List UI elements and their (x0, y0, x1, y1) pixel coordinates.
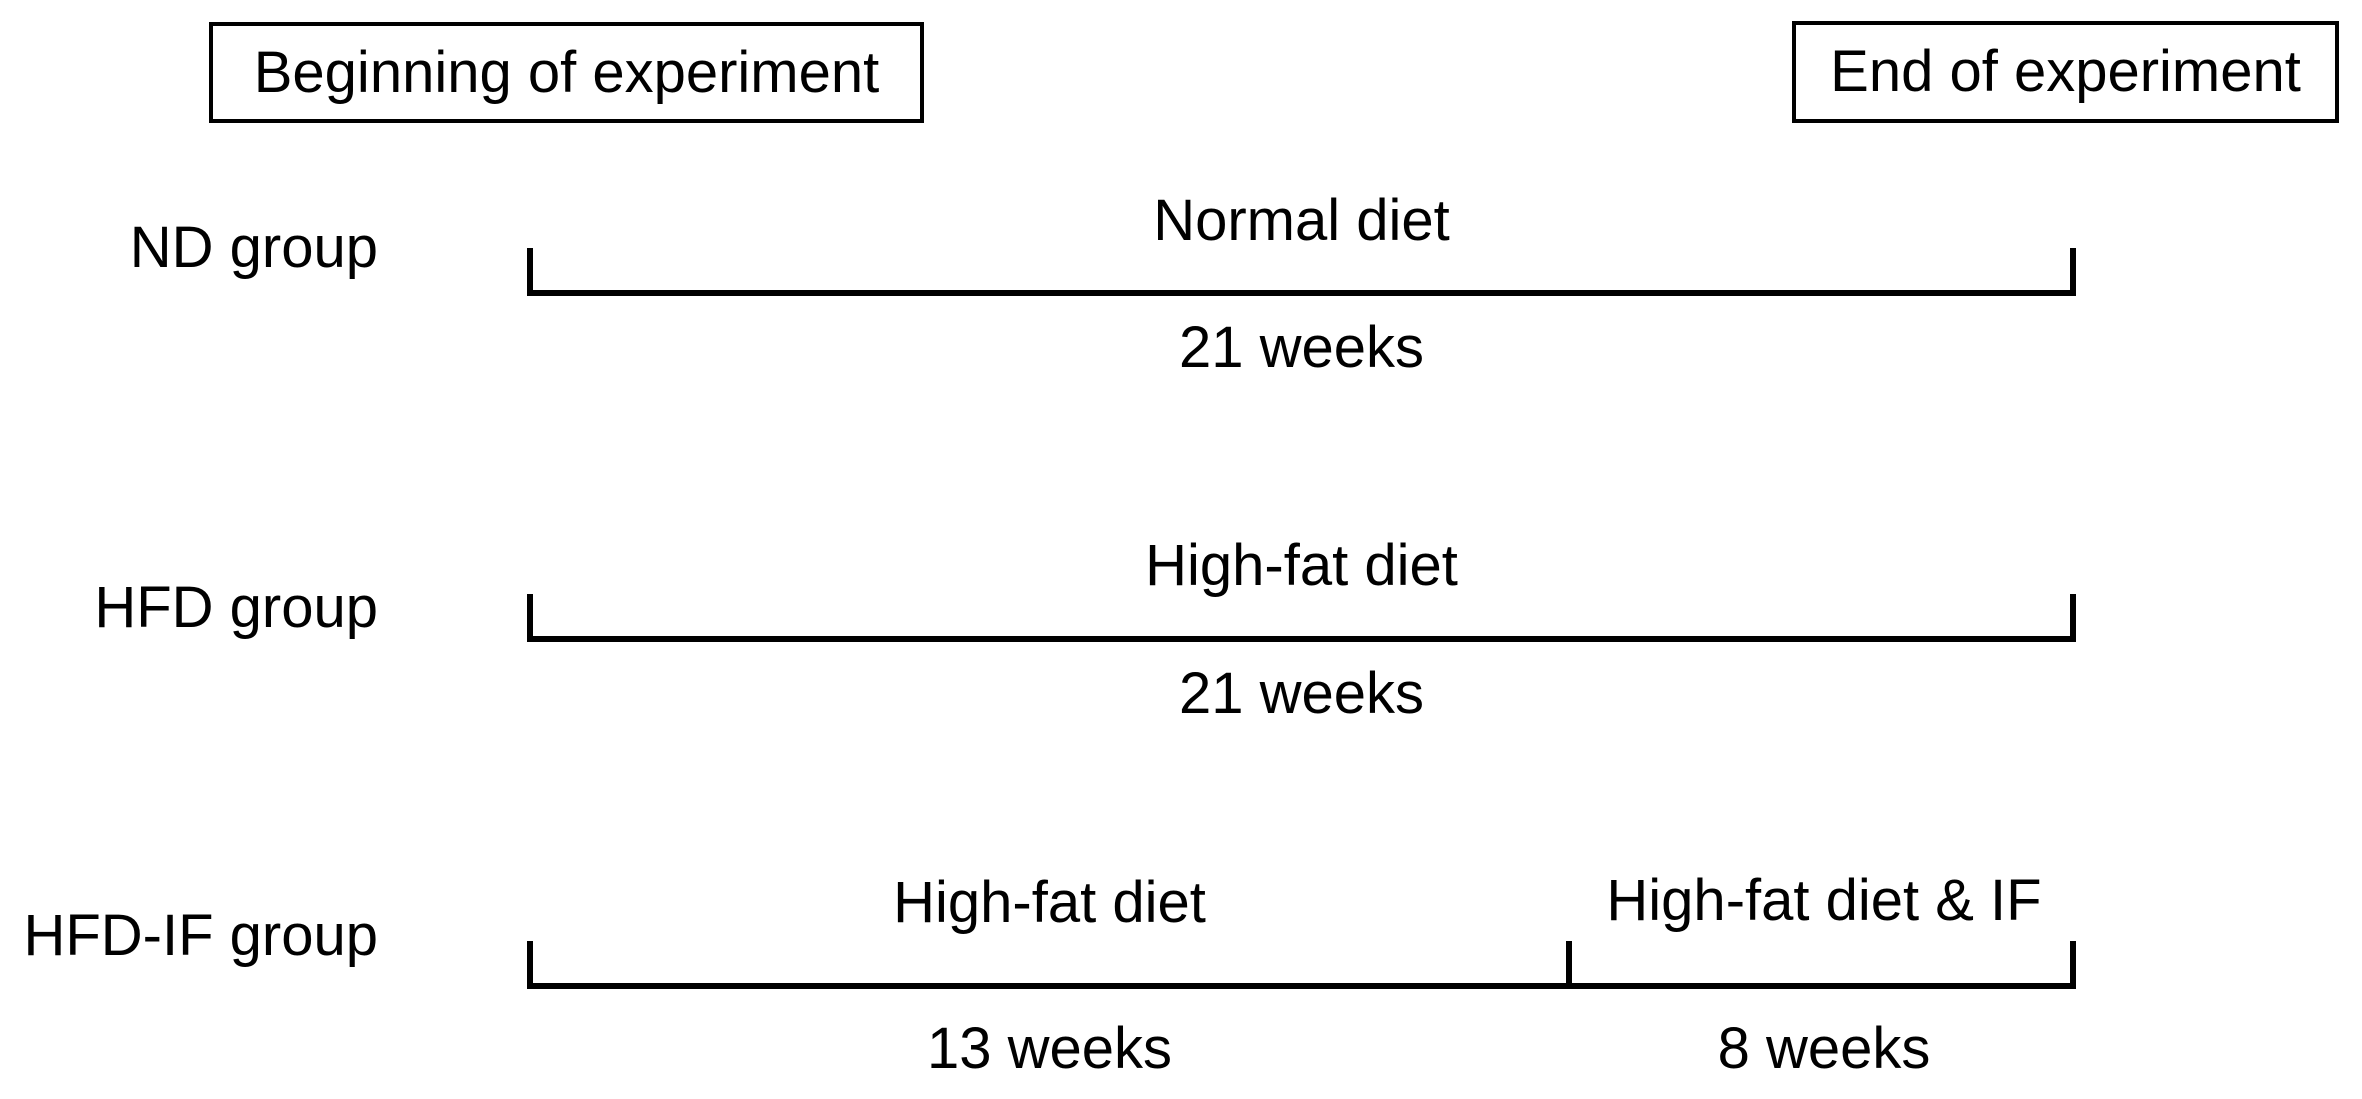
hfd-if-segment1-diet-label: High-fat diet (893, 870, 1206, 935)
hfd-if-group-label: HFD-IF group (23, 903, 378, 968)
nd-group-label: ND group (129, 215, 378, 280)
nd-segment-duration-label: 21 weeks (1178, 315, 1425, 380)
hfd-timeline-tick-end (2070, 594, 2076, 642)
hfd-timeline-bar (527, 636, 2076, 642)
hfd-if-timeline-tick-split (1566, 941, 1572, 989)
hfd-timeline-tick-start (527, 594, 533, 642)
nd-timeline-bar (527, 290, 2076, 296)
beginning-of-experiment-box: Beginning of experiment (209, 22, 924, 123)
hfd-if-segment2-duration-label: 8 weeks (1717, 1016, 1931, 1081)
nd-timeline-tick-start (527, 248, 533, 296)
hfd-if-timeline-tick-end (2070, 941, 2076, 989)
end-of-experiment-label: End of experiment (1830, 39, 2301, 104)
end-of-experiment-box: End of experiment (1792, 21, 2339, 123)
hfd-if-segment2-diet-label: High-fat diet & IF (1606, 868, 2042, 933)
beginning-of-experiment-label: Beginning of experiment (253, 39, 880, 105)
hfd-group-label: HFD group (94, 575, 378, 640)
nd-timeline-tick-end (2070, 248, 2076, 296)
hfd-if-segment1-duration-label: 13 weeks (926, 1016, 1173, 1081)
hfd-if-timeline-bar (527, 983, 2076, 989)
hfd-segment-diet-label: High-fat diet (1145, 533, 1458, 598)
hfd-if-timeline-tick-start (527, 941, 533, 989)
hfd-segment-duration-label: 21 weeks (1178, 661, 1425, 726)
nd-segment-diet-label: Normal diet (1153, 188, 1450, 253)
